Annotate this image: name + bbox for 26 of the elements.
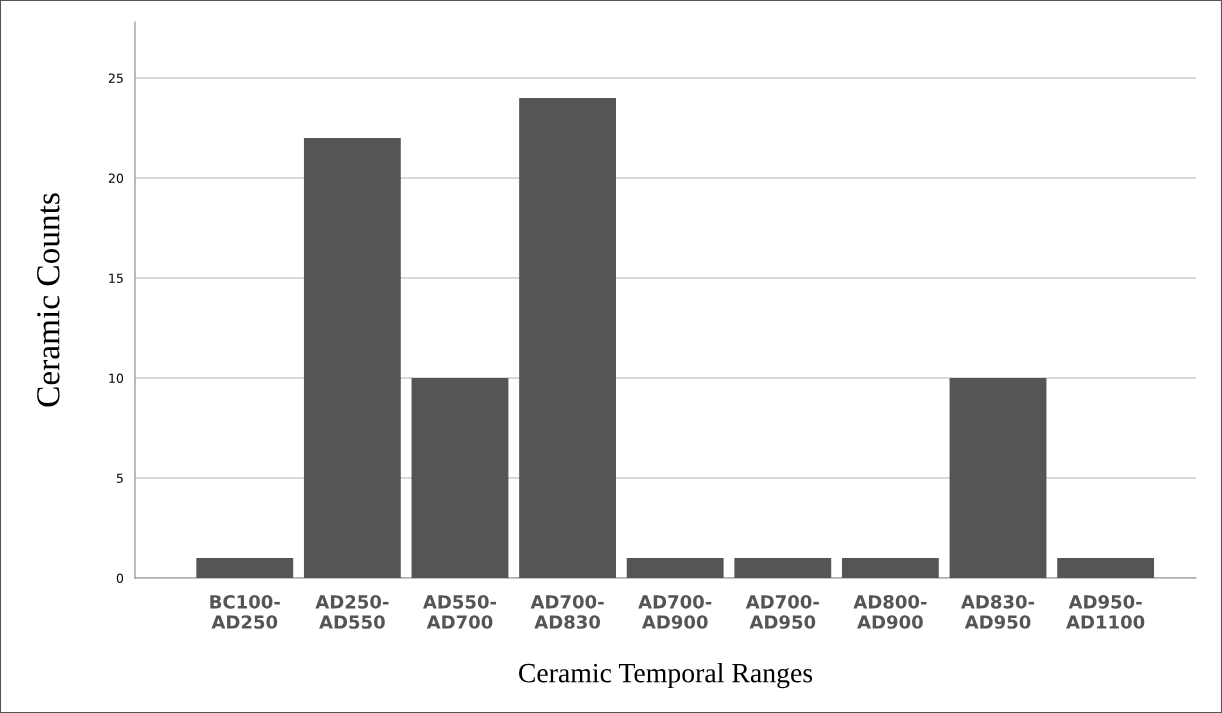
bar bbox=[303, 138, 401, 578]
bar bbox=[626, 558, 724, 578]
x-tick-label: AD550- AD700 bbox=[422, 594, 497, 629]
bar bbox=[841, 558, 939, 578]
bar bbox=[411, 378, 509, 578]
y-tick-label: 0 bbox=[116, 573, 124, 583]
bar bbox=[1057, 558, 1155, 578]
x-tick-label: AD830- AD950 bbox=[961, 594, 1035, 629]
y-axis-title: Ceramic Counts bbox=[37, 193, 60, 407]
bar bbox=[734, 558, 832, 578]
y-tick-label: 25 bbox=[108, 73, 123, 83]
bar bbox=[196, 558, 294, 578]
x-tick-label: AD700- AD950 bbox=[745, 594, 819, 629]
x-tick-label: AD700- AD830 bbox=[530, 594, 604, 629]
bar bbox=[519, 98, 616, 578]
y-tick-label: 5 bbox=[116, 473, 123, 483]
y-tick-label: 10 bbox=[109, 373, 124, 383]
x-tick-label: AD950- AD1100 bbox=[1066, 594, 1145, 629]
bar bbox=[949, 378, 1047, 578]
x-tick-label: BC100- AD250 bbox=[210, 594, 280, 629]
x-tick-label: AD700- AD900 bbox=[638, 594, 712, 629]
y-tick-label: 15 bbox=[109, 273, 123, 283]
x-axis-title: Ceramic Temporal Ranges bbox=[518, 662, 813, 689]
y-tick-label: 20 bbox=[108, 173, 124, 183]
x-tick-label: AD800- AD900 bbox=[853, 594, 927, 629]
x-tick-label: AD250- AD550 bbox=[315, 594, 389, 629]
